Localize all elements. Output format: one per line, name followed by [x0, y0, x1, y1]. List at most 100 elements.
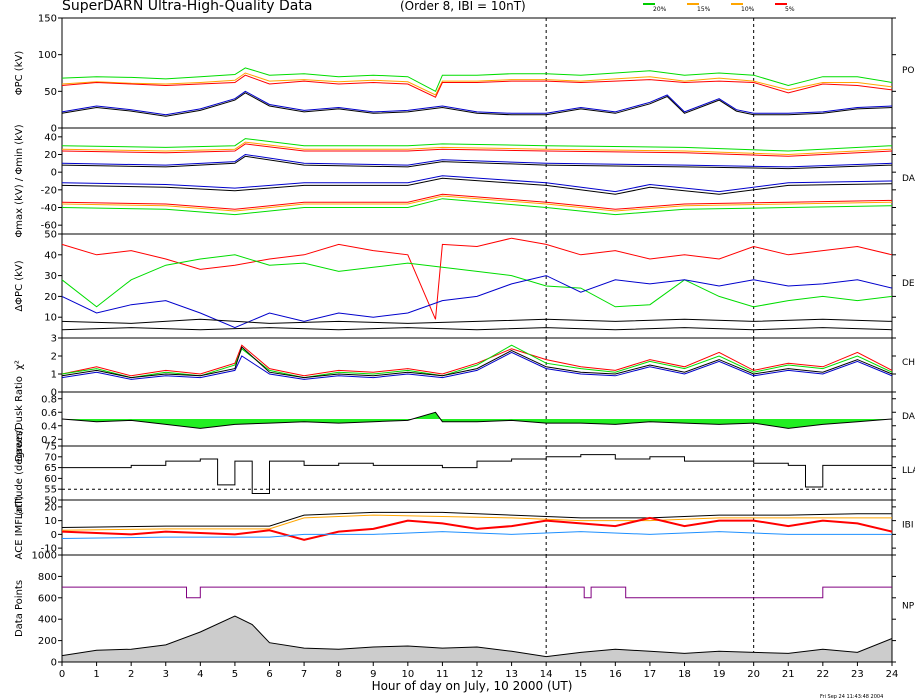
x-tick-label: 17	[644, 669, 657, 680]
data-points-area	[61, 615, 893, 663]
right-label: DA / DU	[902, 174, 915, 184]
panel-chi2: 3 2 1 0 χ² CH	[14, 334, 915, 399]
x-tick-label: 6	[266, 669, 272, 680]
panel-npoints: 1000 800 600 400 200 0 Data Points NP	[14, 551, 915, 669]
chart-subtitle: (Order 8, IBI = 10nT)	[400, 0, 526, 13]
x-axis: 0 1 2 3 4 5 6 7 8 9 10 11 12 13 14 15 16 17 18 19 20 21 22 23 24	[59, 662, 899, 680]
right-label: LLA	[902, 466, 915, 476]
y-tick-label: 0.8	[41, 394, 57, 405]
panel-dawn_dusk: 0.8 0.6 0.4 0.2 Dawn/Dusk Ratio DA	[14, 376, 915, 462]
x-tick-label: 23	[851, 669, 864, 680]
series-line	[61, 155, 893, 170]
y-tick-label: 10	[44, 313, 57, 324]
panel-frame	[61, 499, 893, 556]
y-tick-label: 60	[44, 474, 57, 485]
right-label: DA	[902, 412, 915, 422]
y-tick-label: 0.2	[41, 435, 57, 446]
x-tick-label: 8	[335, 669, 341, 680]
y-axis-label: Φmax (kV) / Φmin (kV)	[14, 124, 25, 237]
y-axis-label: Latitude (degrees)	[14, 427, 25, 519]
y-tick-label: 0	[51, 124, 57, 135]
series-line	[61, 275, 893, 329]
x-tick-label: 5	[232, 669, 238, 680]
series-line	[61, 344, 893, 377]
series-line	[61, 198, 893, 216]
series-line	[62, 586, 892, 599]
x-axis-label: Hour of day on July, 10 2000 (UT)	[372, 679, 573, 693]
legend-label: 5%	[785, 6, 795, 13]
series-line	[62, 454, 892, 494]
y-tick-label: 0	[51, 530, 57, 541]
series-line	[61, 74, 893, 98]
y-tick-label: -20	[41, 185, 57, 196]
series-line	[61, 72, 893, 96]
y-tick-label: 50	[44, 230, 57, 241]
legend: 20% 15% 10% 5%	[643, 3, 795, 13]
y-tick-label: 0	[51, 658, 57, 669]
right-label: CH	[902, 358, 915, 368]
x-tick-label: 10	[401, 669, 414, 680]
x-tick-label: 16	[609, 669, 622, 680]
x-tick-label: 22	[816, 669, 829, 680]
y-tick-label: 200	[38, 636, 57, 647]
x-tick-label: 21	[782, 669, 795, 680]
panel-imf: 20 10 0 -10 ACE IMF (nT) IBI	[14, 495, 913, 559]
series-line	[61, 516, 893, 541]
x-tick-label: 18	[678, 669, 691, 680]
y-axis-label: ΔΦPC (kV)	[14, 260, 25, 311]
y-tick-label: 150	[38, 14, 57, 25]
right-label: IBI	[902, 521, 913, 531]
series-line	[61, 511, 892, 528]
y-tick-label: 3	[51, 334, 57, 345]
series-line	[61, 92, 893, 117]
series-line	[61, 318, 893, 324]
ratio-fill-area	[62, 412, 892, 429]
y-tick-label: 0	[51, 168, 57, 179]
y-tick-label: -10	[41, 544, 57, 555]
y-tick-label: 20	[44, 150, 57, 161]
series-line	[61, 531, 892, 539]
series-line	[61, 327, 893, 331]
x-tick-label: 9	[370, 669, 376, 680]
x-tick-label: 4	[197, 669, 203, 680]
y-tick-label: -60	[41, 221, 57, 232]
x-tick-label: 2	[128, 669, 134, 680]
y-tick-label: 55	[44, 485, 57, 496]
panel-phi_maxmin: 40 20 0 -20 -40 -60 Φmax (kV) / Φmin (kV) DA / …	[14, 124, 915, 237]
y-tick-label: 100	[38, 50, 57, 61]
y-tick-label: 1000	[32, 551, 57, 562]
series-line	[61, 254, 893, 308]
series-line	[61, 177, 893, 195]
series-line	[61, 143, 893, 157]
right-label: DE	[902, 279, 915, 289]
y-axis-label: Data Points	[14, 580, 25, 637]
x-tick-label: 11	[436, 669, 449, 680]
y-tick-label: 65	[44, 463, 57, 474]
x-tick-label: 0	[59, 669, 65, 680]
y-tick-label: 400	[38, 615, 57, 626]
y-tick-label: 10	[44, 516, 57, 527]
series-line	[61, 193, 893, 210]
x-tick-label: 19	[713, 669, 726, 680]
series-line	[61, 411, 893, 429]
y-tick-label: 2	[51, 352, 57, 363]
y-tick-label: 20	[44, 502, 57, 513]
y-tick-label: 0.6	[41, 408, 57, 419]
series-line	[61, 138, 893, 152]
series-line	[61, 346, 893, 379]
y-axis-label: Dawn/Dusk Ratio	[14, 376, 25, 462]
panel-dphi_pc: 50 40 30 20 10 ΔΦPC (kV) DE	[14, 230, 915, 339]
x-tick-label: 24	[886, 669, 899, 680]
series-line	[61, 141, 893, 156]
series-line	[61, 344, 893, 379]
series-line	[61, 237, 893, 320]
y-tick-label: 40	[44, 132, 57, 143]
legend-label: 15%	[697, 6, 711, 13]
legend-label: 20%	[653, 6, 667, 13]
series-line	[61, 67, 893, 92]
chart-title: SuperDARN Ultra-High-Quality Data	[62, 0, 312, 14]
series-line	[61, 175, 893, 193]
